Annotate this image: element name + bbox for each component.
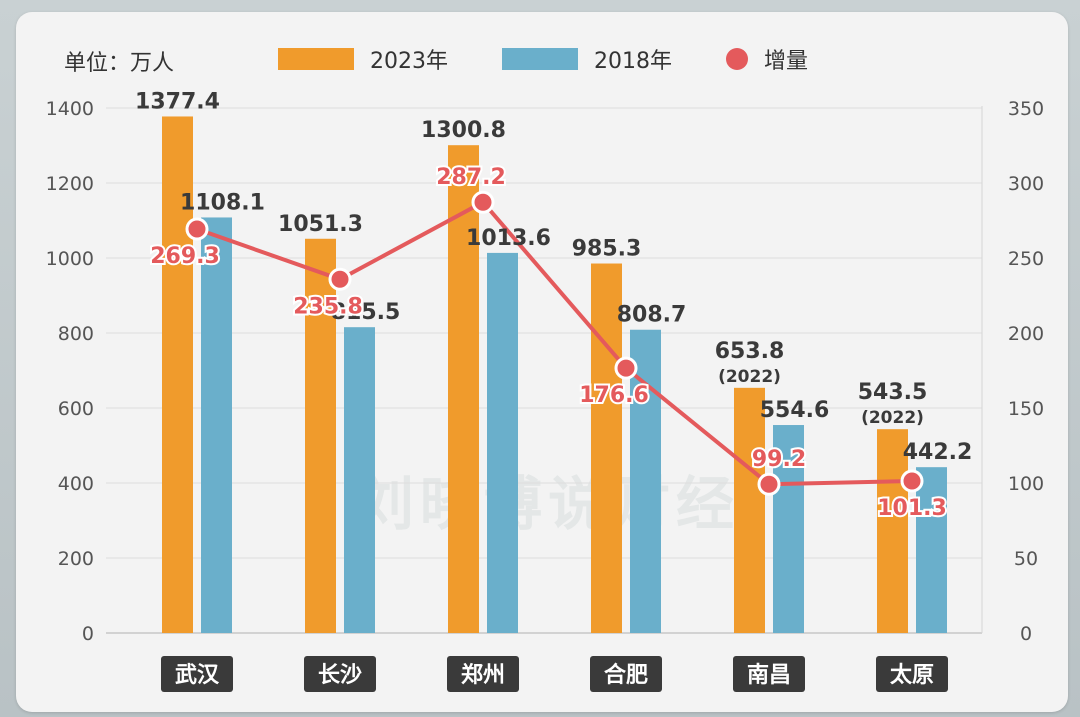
chart-plot: 0 200 400 600 800 1000 1200 1400 0 50 100 150 200 250… bbox=[46, 89, 1044, 692]
category-label: 太原 bbox=[890, 663, 934, 688]
legend-dot-increase bbox=[726, 48, 748, 70]
label-2018: 1108.1 bbox=[180, 190, 265, 215]
y-left-tick-label: 1200 bbox=[46, 173, 94, 195]
increase-point bbox=[328, 267, 352, 291]
y-left-tick-label: 400 bbox=[58, 473, 94, 495]
increase-point bbox=[185, 217, 209, 241]
legend-item-increase: 增量 bbox=[726, 43, 808, 75]
label-increase: 176.6 bbox=[579, 383, 649, 408]
category-label: 武汉 bbox=[175, 663, 220, 688]
y-right-tick-label: 50 bbox=[1014, 548, 1038, 570]
label-increase: 269.3 bbox=[150, 244, 220, 269]
legend-swatch-2023 bbox=[278, 48, 354, 70]
category-label-bg bbox=[447, 656, 519, 692]
bar-2023 bbox=[162, 116, 193, 634]
watermark: 刘晓博说财经 bbox=[356, 470, 741, 538]
y-left-tick-label: 800 bbox=[58, 323, 94, 345]
category-label: 郑州 bbox=[461, 663, 505, 688]
increase-line bbox=[196, 199, 913, 487]
y-right-tick-label: 150 bbox=[1008, 398, 1044, 420]
legend-label-increase: 增量 bbox=[764, 49, 809, 74]
category-label: 合肥 bbox=[604, 662, 648, 688]
bar-2018 bbox=[916, 467, 947, 633]
bar-2023 bbox=[448, 145, 479, 633]
y-right-tick-label: 0 bbox=[1020, 623, 1032, 645]
bar-2018 bbox=[344, 327, 375, 633]
category-label-bg bbox=[161, 656, 233, 692]
label-2018: 442.2 bbox=[903, 440, 973, 465]
bar-2023 bbox=[877, 429, 908, 633]
bar-2023 bbox=[591, 263, 622, 633]
legend-swatch-2018 bbox=[502, 48, 578, 70]
unit-label: 单位：万人 bbox=[64, 51, 175, 76]
increase-point bbox=[614, 356, 638, 380]
y-left-tick-label: 1400 bbox=[46, 98, 94, 120]
label-2018: 554.6 bbox=[760, 398, 830, 423]
y-right-tick-label: 250 bbox=[1008, 248, 1044, 270]
bar-2023 bbox=[305, 238, 336, 633]
label-2023: 1300.8 bbox=[421, 118, 506, 143]
category-label-bg bbox=[733, 656, 805, 692]
y-right-tick-label: 350 bbox=[1008, 98, 1044, 120]
y-left-tick-label: 1000 bbox=[46, 248, 94, 270]
category-label: 南昌 bbox=[747, 663, 791, 688]
label-increase: 235.8 bbox=[293, 294, 363, 319]
label-2023-note: (2022) bbox=[718, 367, 781, 387]
label-2023: 1051.3 bbox=[278, 212, 363, 237]
bar-2018 bbox=[487, 252, 518, 633]
y-left-tick-label: 0 bbox=[82, 623, 94, 645]
label-2023-note: (2022) bbox=[861, 408, 924, 428]
legend-label-2018: 2018年 bbox=[594, 49, 672, 74]
label-increase: 99.2 bbox=[752, 447, 806, 472]
chart-card: 单位：万人 2023年 2018年 增量 刘晓博说财经 0 200 400 600 80… bbox=[16, 12, 1068, 712]
category-label-bg bbox=[590, 656, 662, 692]
y-left-tick-label: 200 bbox=[58, 548, 94, 570]
label-2018: 808.7 bbox=[617, 303, 687, 328]
label-2018: 1013.6 bbox=[466, 226, 551, 251]
label-increase: 101.3 bbox=[877, 496, 947, 521]
increase-point bbox=[471, 190, 495, 214]
category-label-bg bbox=[876, 656, 948, 692]
bar-2018 bbox=[630, 329, 661, 633]
label-2023: 1377.4 bbox=[135, 89, 220, 114]
bar-2018 bbox=[773, 425, 804, 633]
legend-label-2023: 2023年 bbox=[370, 49, 448, 74]
label-2023: 653.8 bbox=[715, 339, 785, 364]
y-right-tick-label: 200 bbox=[1008, 323, 1044, 345]
bar-2018 bbox=[201, 217, 232, 633]
category-label-bg bbox=[304, 656, 376, 692]
label-2023: 543.5 bbox=[858, 380, 928, 405]
y-right-tick-label: 100 bbox=[1008, 473, 1044, 495]
increase-point bbox=[757, 472, 781, 496]
increase-point bbox=[900, 469, 924, 493]
label-increase: 287.2 bbox=[436, 165, 506, 190]
category-label: 长沙 bbox=[318, 663, 362, 688]
label-2018: 815.5 bbox=[331, 300, 401, 325]
label-2023: 985.3 bbox=[572, 237, 642, 262]
legend-item-2023: 2023年 bbox=[278, 43, 448, 75]
y-right-tick-label: 300 bbox=[1008, 173, 1044, 195]
legend-item-2018: 2018年 bbox=[502, 43, 672, 75]
y-left-tick-label: 600 bbox=[58, 398, 94, 420]
bar-2023 bbox=[734, 387, 765, 633]
